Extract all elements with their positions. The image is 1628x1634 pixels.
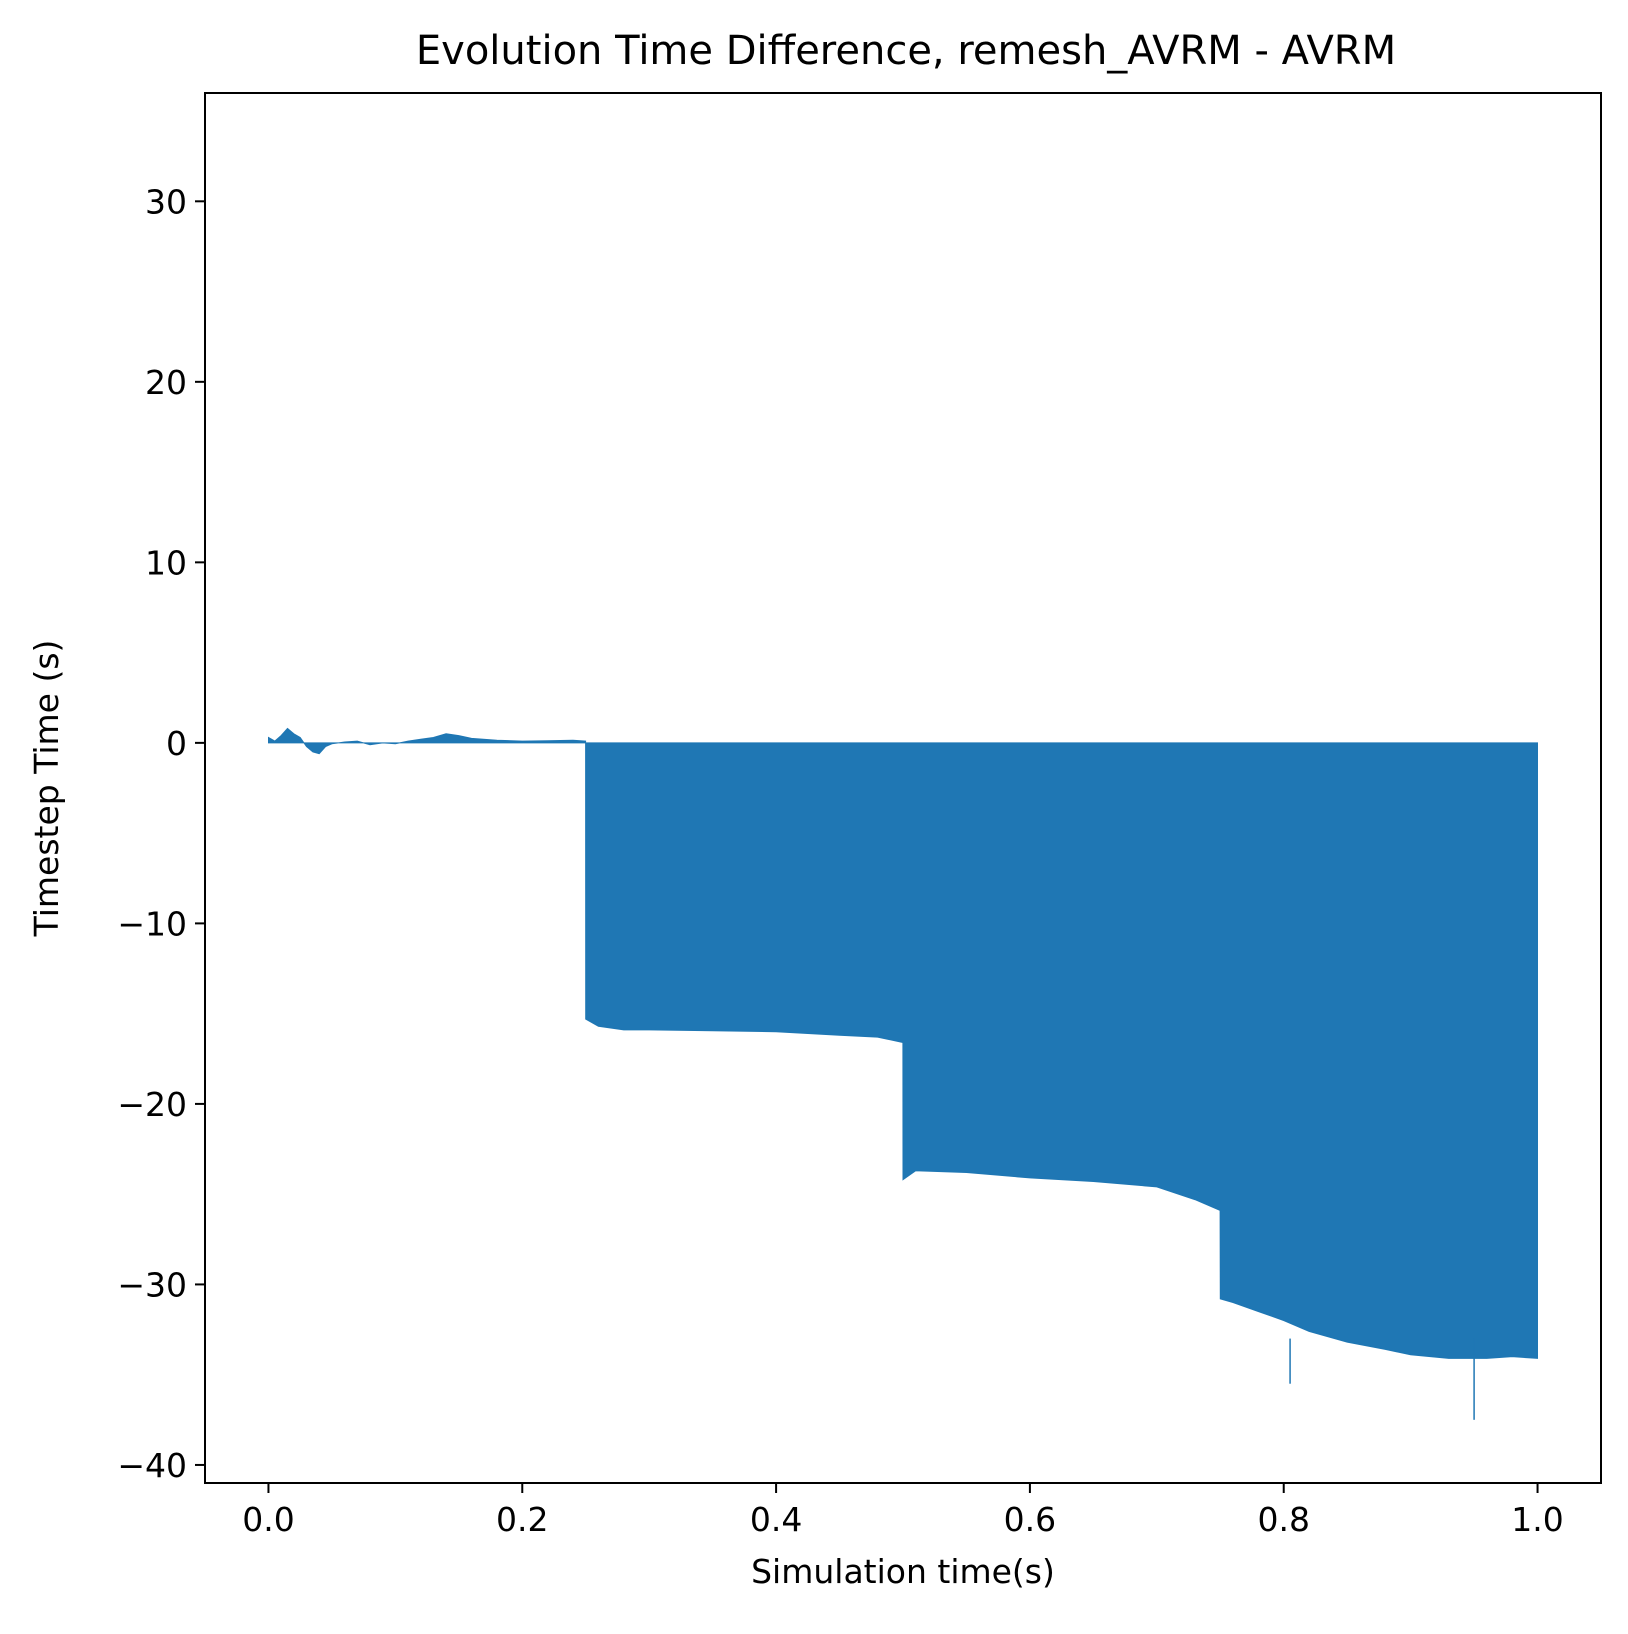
x-tick-label: 0.6 <box>1004 1500 1056 1539</box>
y-tick-label: −40 <box>117 1446 187 1485</box>
y-tick-label: 10 <box>145 543 187 582</box>
x-tick-label: 0.4 <box>750 1500 802 1539</box>
x-axis: 0.0 0.2 0.4 0.6 0.8 1.0 <box>242 1483 1564 1539</box>
y-tick-label: 20 <box>145 363 187 402</box>
y-tick-label: −20 <box>117 1085 187 1124</box>
y-tick-label: 30 <box>145 182 187 221</box>
x-axis-label: Simulation time(s) <box>751 1552 1055 1591</box>
data-bars <box>268 727 1538 1359</box>
y-axis-label: Timestep Time (s) <box>27 640 66 938</box>
y-tick-label: −10 <box>117 904 187 943</box>
x-tick-label: 1.0 <box>1511 1500 1563 1539</box>
y-tick-label: 0 <box>166 724 187 763</box>
plot-area <box>268 727 1538 1420</box>
y-tick-label: −30 <box>117 1265 187 1304</box>
y-axis: 30 20 10 0 −10 −20 −30 −40 <box>117 182 205 1485</box>
x-tick-label: 0.8 <box>1257 1500 1309 1539</box>
x-tick-label: 0.0 <box>242 1500 294 1539</box>
x-tick-label: 0.2 <box>496 1500 548 1539</box>
axes-frame <box>204 92 1602 1484</box>
chart-title: Evolution Time Difference, remesh_AVRM -… <box>416 28 1396 74</box>
